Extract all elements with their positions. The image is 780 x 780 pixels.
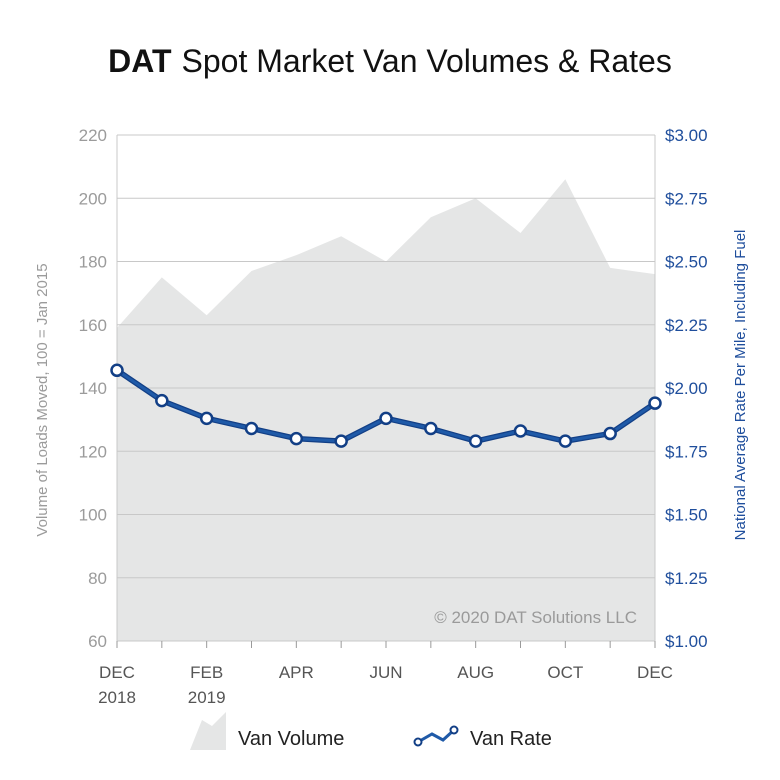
watermark: © 2020 DAT Solutions LLC (434, 608, 637, 627)
legend-rate-line (417, 728, 456, 744)
legend-volume-swatch (190, 712, 226, 750)
van-rate-point (513, 424, 528, 438)
left-tick-label: 80 (88, 569, 107, 588)
right-tick-label: $3.00 (665, 126, 708, 145)
right-tick-label: $1.75 (665, 442, 708, 461)
chart-title: DAT Spot Market Van Volumes & Rates (108, 43, 672, 79)
right-tick-label: $2.25 (665, 316, 708, 335)
x-tick-label: DEC (637, 663, 673, 682)
left-tick-label: 140 (79, 379, 107, 398)
left-tick-label: 160 (79, 316, 107, 335)
plot-area: 60 80 100 120 140 160 180 200 220 $1.00 $1.25 $1.50… (79, 126, 708, 707)
x-tick-label: APR (279, 663, 314, 682)
van-rate-point (468, 434, 483, 448)
left-axis-title: Volume of Loads Moved, 100 = Jan 2015 (34, 263, 51, 536)
van-rate-point (155, 393, 169, 408)
legend-rate-swatch (413, 725, 459, 747)
left-tick-label: 100 (79, 506, 107, 525)
left-tick-label: 120 (79, 442, 107, 461)
x-tick-label: FEB (190, 663, 223, 682)
van-rate-point (558, 434, 573, 448)
legend-rate-point (449, 725, 459, 735)
legend-rate-point (413, 737, 423, 747)
right-tick-label: $2.75 (665, 189, 708, 208)
van-volume-area (117, 179, 655, 641)
left-tick-label: 200 (79, 189, 107, 208)
right-tick-label: $1.50 (665, 506, 708, 525)
legend-volume-label: Van Volume (238, 728, 344, 750)
legend-rate-label: Van Rate (470, 728, 552, 750)
left-tick-label: 60 (88, 632, 107, 651)
legend: Van Volume Van Rate (190, 712, 552, 750)
right-tick-label: $2.00 (665, 379, 708, 398)
van-rate-point (603, 426, 617, 441)
left-tick-label: 220 (79, 126, 107, 145)
x-tick-label: DEC (99, 663, 135, 682)
right-tick-label: $2.50 (665, 253, 708, 272)
right-tick-label: $1.00 (665, 632, 708, 651)
van-rate-point (289, 431, 304, 446)
x-tick-label-year: 2018 (98, 688, 136, 707)
x-tick-label: OCT (547, 663, 583, 682)
van-rate-point (199, 411, 214, 426)
van-rate-point (379, 411, 393, 426)
x-tick-label: JUN (369, 663, 402, 682)
x-tick-label: AUG (457, 663, 494, 682)
van-rate-point (424, 421, 438, 436)
left-tick-label: 180 (79, 253, 107, 272)
chart-title-brand: DAT (108, 43, 172, 79)
van-rate-point (648, 396, 662, 410)
chart-title-rest: Spot Market Van Volumes & Rates (182, 43, 672, 79)
right-tick-label: $1.25 (665, 569, 708, 588)
x-tick-label-year: 2019 (188, 688, 226, 707)
right-axis-title: National Average Rate Per Mile, Includin… (732, 230, 749, 541)
van-rate-point (244, 421, 259, 436)
van-rate-point (110, 363, 124, 378)
van-rate-point (334, 434, 348, 448)
